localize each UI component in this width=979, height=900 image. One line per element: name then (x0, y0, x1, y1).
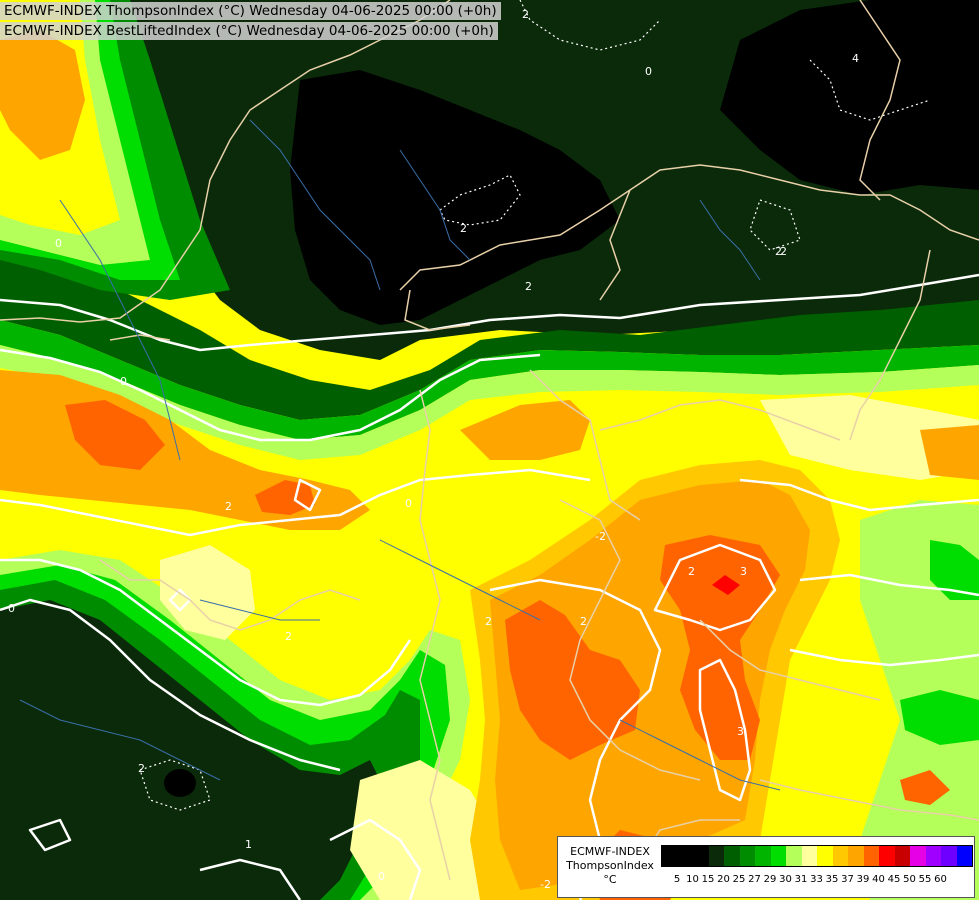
legend-swatch (956, 846, 972, 866)
field-orange-central (460, 400, 590, 460)
contour-label: 0 (8, 602, 15, 615)
contour-label: 3 (737, 725, 744, 738)
field-dark-green-southwest (0, 600, 380, 900)
contour-label: 2 (522, 8, 529, 21)
legend-tick-label: 40 (872, 874, 885, 885)
contour-label: 0 (55, 237, 62, 250)
legend-swatch (770, 846, 786, 866)
field-red-orange-southeast-west (505, 600, 640, 760)
field-red-orange-west-small (255, 480, 315, 515)
legend-swatch (693, 846, 709, 866)
contour-label: 1 (245, 838, 252, 851)
legend-swatch (724, 846, 740, 866)
legend-swatch (708, 846, 724, 866)
field-red-spot (712, 575, 740, 595)
contour-label: 0 (378, 870, 385, 883)
legend-swatch (801, 846, 817, 866)
contour-label: -2 (595, 530, 606, 543)
legend-tick-label: 35 (825, 874, 839, 885)
country-borders (0, 0, 979, 881)
contour-label: 2 (460, 222, 467, 235)
legend-tick-label: 5 (673, 874, 681, 885)
field-bright-green-east-spot2 (930, 540, 979, 600)
legend-swatch (894, 846, 910, 866)
field-lime-belt (0, 345, 979, 460)
contour-label: 2 (138, 762, 145, 775)
color-legend: ECMWF-INDEX ThompsonIndex °C 5 10 15 20 25 27… (557, 836, 975, 898)
legend-swatch (879, 846, 895, 866)
contour-label: 0 (645, 65, 652, 78)
legend-label: ECMWF-INDEX ThompsonIndex °C (562, 845, 658, 887)
legend-ticks: 5 10 15 20 25 27 29 30 31 33 35 37 39 40 45 50 55 60 (661, 874, 971, 888)
legend-swatch (739, 846, 755, 866)
field-pale-yellow-west (160, 545, 255, 640)
contour-label: 0 (120, 375, 127, 388)
legend-tick-label: 10 (686, 874, 699, 885)
field-black-southwest-spot (164, 769, 196, 797)
field-mid-green-belt (0, 230, 979, 420)
field-orange-east-edge (920, 425, 979, 480)
contour-label: 2 (285, 630, 292, 643)
map-title-line-1: ECMWF-INDEX ThompsonIndex (°C) Wednesday… (0, 2, 501, 20)
field-green-belt (0, 320, 979, 440)
legend-swatch (863, 846, 879, 866)
field-black-northeast (720, 0, 979, 195)
legend-swatch (786, 846, 802, 866)
contour-label: 2 (688, 565, 695, 578)
legend-tick-label: 60 (934, 874, 947, 885)
map-title-line-2: ECMWF-INDEX BestLiftedIndex (°C) Wednesd… (0, 22, 498, 40)
legend-swatch (910, 846, 926, 866)
legend-tick-label: 33 (810, 874, 823, 885)
legend-model: ECMWF-INDEX (570, 845, 650, 858)
legend-unit: °C (603, 873, 617, 886)
legend-swatch (832, 846, 848, 866)
field-red-orange-east (900, 770, 950, 805)
contour-label: 2 (780, 245, 787, 258)
legend-swatch (925, 846, 941, 866)
legend-tick-label: 31 (794, 874, 808, 885)
legend-tick-label: 37 (841, 874, 854, 885)
contour-label: 2 (775, 245, 782, 258)
legend-swatch (848, 846, 864, 866)
lifted-index-contours (0, 273, 979, 900)
lifted-index-dotted-contours (139, 0, 931, 811)
field-red-orange-southeast-east (660, 535, 780, 760)
contour-label: 2 (580, 615, 587, 628)
legend-tick-label: 55 (918, 874, 932, 885)
field-orange-northwest (0, 30, 85, 160)
legend-tick-label: 29 (763, 874, 777, 885)
contour-label: 2 (485, 615, 492, 628)
field-pale-yellow-east (760, 395, 979, 480)
contour-label: -2 (540, 878, 551, 891)
legend-tick-label: 50 (903, 874, 916, 885)
contour-label: 4 (852, 52, 859, 65)
contour-label: 3 (740, 565, 747, 578)
field-dark-green-northeast-gap (470, 90, 760, 180)
legend-color-bar (661, 845, 973, 867)
legend-swatch (941, 846, 957, 866)
contour-label: 2 (225, 500, 232, 513)
legend-tick-label: 45 (887, 874, 901, 885)
field-pale-yellow-south (350, 760, 500, 900)
contour-label: 2 (525, 280, 532, 293)
legend-tick-label: 15 (701, 874, 715, 885)
legend-swatch (755, 846, 771, 866)
field-black-central-north (290, 70, 620, 325)
field-red-orange-west (65, 400, 165, 470)
contour-label: 0 (405, 497, 412, 510)
legend-tick-label: 20 (717, 874, 730, 885)
legend-tick-label: 39 (856, 874, 870, 885)
legend-variable: ThompsonIndex (566, 859, 654, 872)
rivers (19, 119, 781, 791)
legend-tick-label: 30 (779, 874, 792, 885)
field-bright-green-east-spot1 (900, 690, 979, 745)
legend-swatch (817, 846, 833, 866)
legend-tick-label: 25 (732, 874, 746, 885)
legend-swatch (662, 846, 678, 866)
legend-tick-label: 27 (748, 874, 761, 885)
legend-swatch (677, 846, 693, 866)
